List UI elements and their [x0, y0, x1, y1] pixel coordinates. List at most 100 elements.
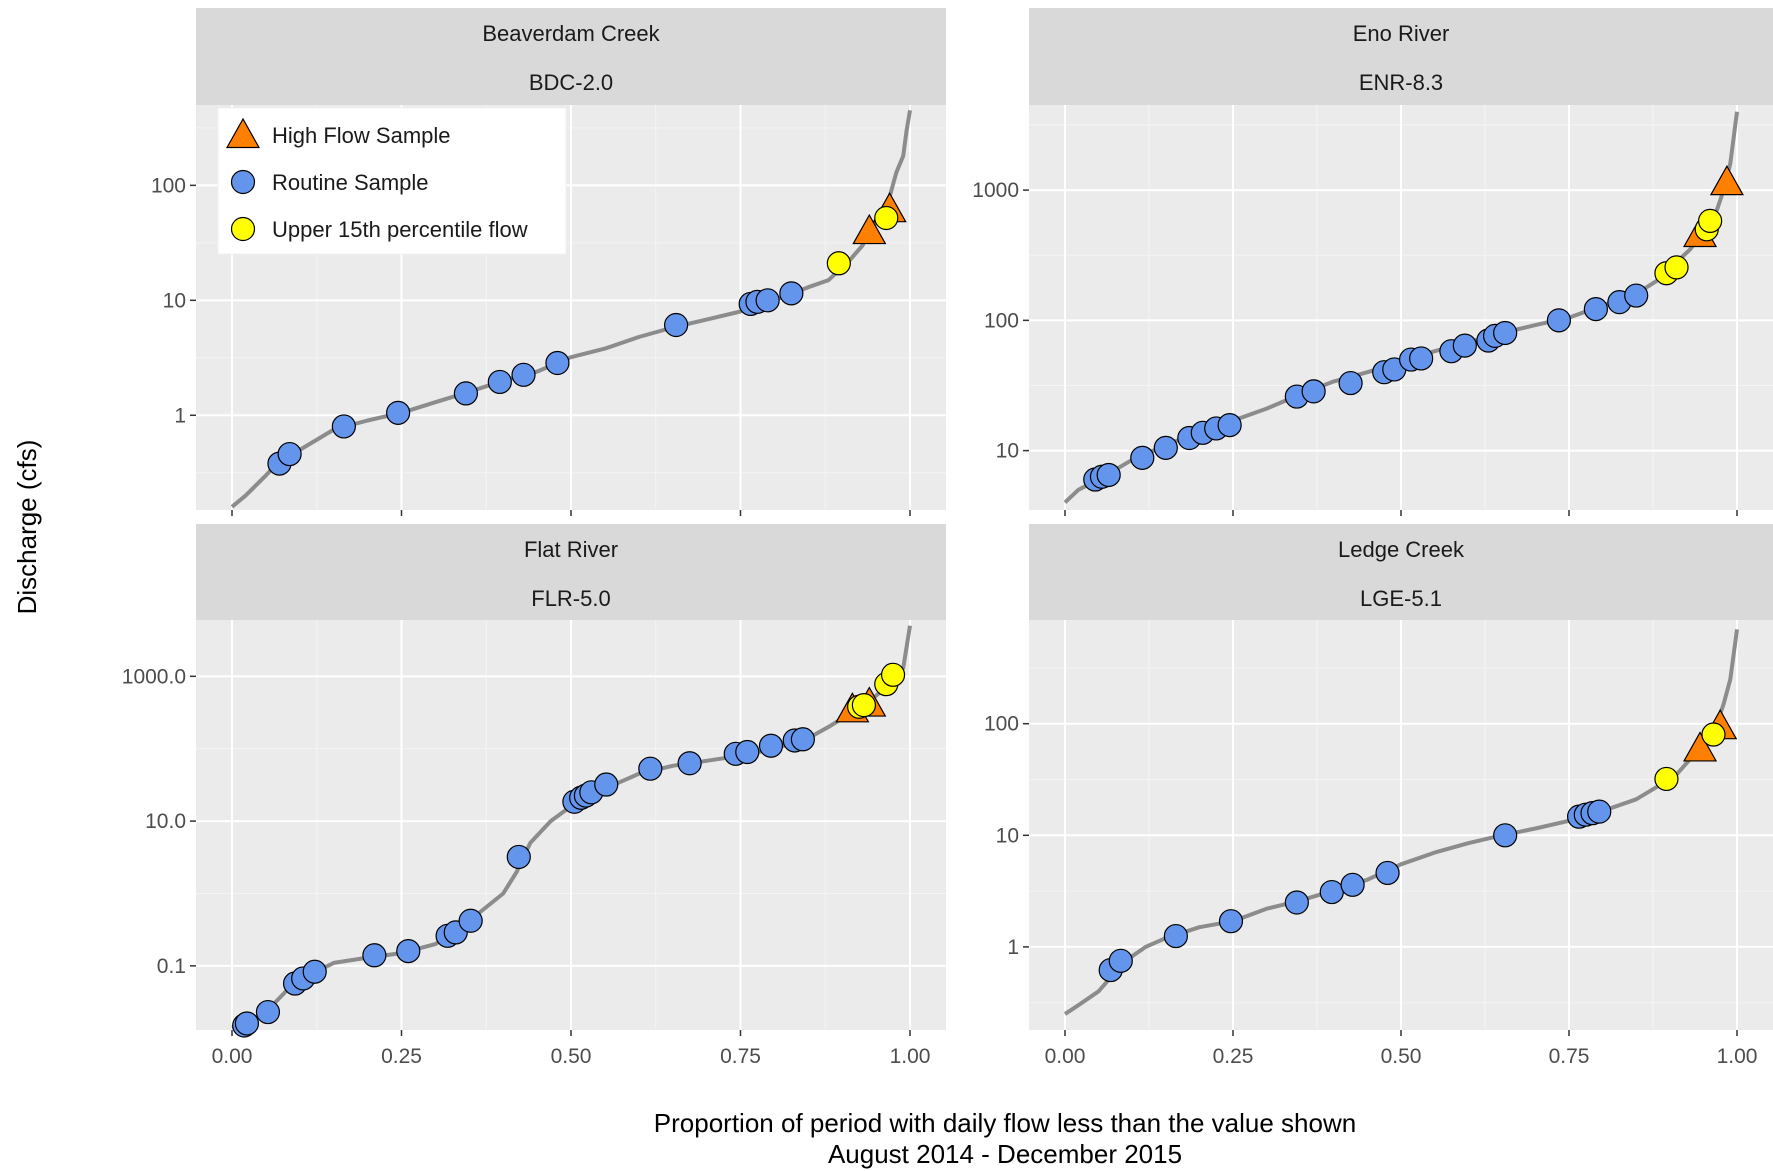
upper-15th-percentile-point	[1664, 255, 1689, 280]
panel-1: Beaverdam CreekBDC-2.00.000.250.500.751.…	[151, 8, 946, 548]
routine-sample-point	[1375, 860, 1400, 886]
x-tick-label: 0.75	[720, 1045, 761, 1068]
upper-15th-percentile-point	[851, 693, 876, 718]
strip-site-code: FLR-5.0	[531, 586, 610, 611]
routine-sample-point	[1493, 823, 1518, 848]
routine-sample-point	[677, 751, 702, 776]
strip-title: Flat River	[524, 537, 618, 562]
routine-sample-point	[735, 739, 760, 765]
high-flow-sample-point	[1709, 164, 1744, 196]
routine-sample-point	[1493, 320, 1518, 346]
y-tick-label: 100	[151, 174, 186, 197]
routine-sample-point	[1587, 799, 1612, 824]
routine-sample-point	[1153, 435, 1178, 460]
y-tick-label: 100	[984, 713, 1019, 736]
legend-label: Routine Sample	[272, 170, 429, 195]
strip-background	[196, 524, 946, 620]
strip-site-code: BDC-2.0	[529, 70, 613, 95]
routine-sample-point	[511, 362, 536, 387]
legend-label: Upper 15th percentile flow	[272, 217, 528, 242]
routine-sample-point	[331, 414, 356, 439]
panel-4: Ledge Creek LGE-5.1 0.00 0.25 0.50 0.75 1.00 1 1…	[984, 524, 1773, 1068]
routine-sample-point	[1624, 283, 1649, 308]
routine-sample-point	[1130, 445, 1155, 470]
legend-key-circle	[230, 216, 256, 242]
routine-sample-point	[779, 281, 804, 306]
y-tick-label: 1	[1007, 936, 1019, 959]
y-tick-label: 1000.0	[122, 665, 186, 688]
routine-sample-point	[1546, 308, 1572, 333]
x-axis-title: Proportion of period with daily flow les…	[654, 1108, 1356, 1138]
x-tick-label: 1.00	[890, 1045, 931, 1068]
routine-sample-point	[487, 369, 512, 395]
legend-label: High Flow Sample	[272, 123, 451, 148]
upper-15th-percentile-point	[874, 205, 899, 231]
y-tick-label: 1	[174, 404, 186, 427]
routine-sample-point	[790, 727, 815, 752]
x-tick-label: 1.00	[1717, 1045, 1758, 1068]
legend-key-triangle	[225, 117, 261, 149]
routine-sample-point	[506, 844, 531, 870]
panel-2: Eno RiverENR-8.30.000.250.500.751.001010…	[972, 8, 1773, 548]
routine-sample-point	[545, 350, 570, 376]
x-tick-label: 0.25	[381, 1045, 422, 1068]
high-flow-sample-point	[852, 213, 887, 245]
routine-sample-point	[453, 381, 479, 406]
x-tick-label: 0.50	[1381, 1045, 1422, 1068]
routine-sample-point	[362, 943, 387, 968]
strip-title: Beaverdam Creek	[482, 21, 660, 46]
x-tick-label: 0.00	[212, 1045, 253, 1068]
strip-background	[1029, 8, 1773, 105]
upper-15th-percentile-point	[1654, 766, 1679, 792]
routine-sample-point	[1452, 333, 1477, 358]
routine-sample-point	[594, 772, 619, 797]
routine-sample-point	[1163, 923, 1188, 949]
routine-sample-point	[1284, 890, 1309, 915]
y-tick-label: 100	[984, 309, 1019, 332]
routine-sample-point	[1218, 909, 1244, 934]
y-tick-label: 10.0	[145, 810, 186, 833]
high-flow-sample-point	[1683, 731, 1718, 762]
routine-sample-point	[458, 908, 483, 933]
routine-sample-point	[663, 312, 689, 338]
y-tick-label: 1000	[972, 179, 1019, 202]
routine-sample-point	[1583, 296, 1608, 322]
routine-sample-point	[638, 756, 663, 781]
legend: High Flow Sample Routine Sample Upper 15th…	[217, 107, 567, 255]
routine-sample-point	[277, 441, 302, 467]
routine-sample-point	[396, 938, 421, 964]
panel-3: Flat River FLR-5.0 0.00 0.25 0.50 0.75 1.00 0.1…	[122, 524, 946, 1068]
routine-sample-point	[1096, 462, 1121, 488]
routine-sample-point	[755, 288, 780, 313]
routine-sample-point	[1108, 948, 1133, 973]
routine-sample-point	[1338, 370, 1363, 396]
routine-sample-point	[1409, 346, 1434, 371]
legend-key-circle	[230, 169, 256, 195]
x-axis-subtitle: August 2014 - December 2015	[828, 1139, 1182, 1169]
routine-sample-point	[386, 400, 411, 425]
routine-sample-point	[1301, 379, 1326, 404]
y-tick-label: 0.1	[157, 955, 186, 978]
routine-sample-point	[1319, 879, 1344, 905]
legend-box	[217, 107, 567, 255]
y-tick-label: 10	[996, 440, 1019, 463]
strip-title: Eno River	[1353, 21, 1450, 46]
upper-15th-percentile-point	[826, 251, 851, 276]
strip-title: Ledge Creek	[1338, 537, 1465, 562]
upper-15th-percentile-point	[880, 662, 906, 687]
x-tick-label: 0.25	[1213, 1045, 1254, 1068]
strip-background	[196, 8, 946, 105]
routine-sample-point	[758, 733, 784, 758]
routine-sample-point	[234, 1011, 260, 1036]
strip-site-code: LGE-5.1	[1360, 586, 1442, 611]
x-tick-label: 0.50	[551, 1045, 592, 1068]
x-tick-label: 0.75	[1549, 1045, 1590, 1068]
routine-sample-point	[1340, 872, 1365, 897]
routine-sample-point	[255, 999, 281, 1025]
y-tick-label: 10	[163, 289, 186, 312]
y-axis-title: Discharge (cfs)	[12, 440, 42, 615]
upper-15th-percentile-point	[1701, 722, 1726, 747]
strip-background	[1029, 524, 1773, 620]
x-tick-label: 0.00	[1045, 1045, 1086, 1068]
